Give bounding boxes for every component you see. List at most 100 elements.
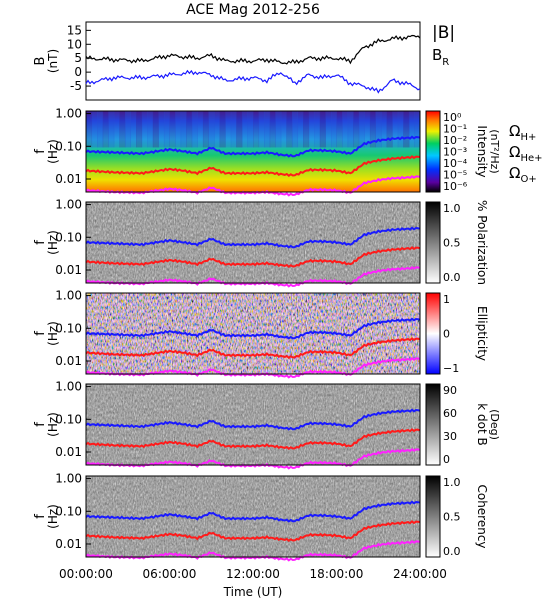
spectrogram-streak	[219, 111, 226, 148]
colorbar-tick-label: 10⁰	[443, 111, 462, 124]
spectrogram-streak	[91, 111, 98, 148]
colorbar-tick-label: 10⁻²	[443, 134, 467, 147]
gyro-line-he-plus	[85, 520, 421, 542]
spec-ytick-label: 1.00	[55, 472, 82, 486]
gyro-line-h-plus	[85, 135, 421, 158]
b-field-lines	[85, 34, 421, 94]
spec-ytick-label: 0.10	[55, 230, 82, 244]
spectrogram-streak	[124, 111, 132, 148]
spectrogram-streak	[225, 111, 232, 148]
spec-ytick-label: 0.10	[55, 139, 82, 153]
colorbar-label: Ellipticity	[475, 306, 489, 361]
spec-ytick-label: 0.01	[55, 354, 82, 368]
x-tick-label: 24:00:00	[393, 567, 447, 581]
spectrogram-streak	[247, 111, 254, 148]
colorbar-tick-label: 0.5	[443, 237, 461, 250]
spec-ytick-label: 0.10	[55, 321, 82, 335]
legend-o-plus-main: Ω	[509, 164, 520, 182]
colorbar-tick-label: 60	[443, 407, 457, 420]
b-ytick-label: 10	[67, 37, 82, 51]
colorbar-label: Intensity	[475, 125, 489, 177]
b-yunit: (nT)	[46, 49, 60, 73]
spec-yunit: (Hz)	[46, 412, 60, 437]
spectrogram-frame	[85, 201, 421, 284]
spec-ytick-label: 0.01	[55, 537, 82, 551]
spectrogram-streak	[297, 111, 304, 148]
x-tick-label: 18:00:00	[310, 567, 364, 581]
spectrogram-streak	[258, 111, 265, 148]
b-ytick-label: 0	[74, 65, 82, 79]
spectrogram-streak	[408, 111, 415, 148]
spectrogram-image	[86, 202, 420, 283]
colorbar-tick-label: 10⁻⁶	[443, 180, 468, 193]
spectrogram-streak	[403, 111, 410, 148]
spectrogram-streak	[280, 111, 287, 148]
spectrogram-panel-4: 1.00 0.10 0.01 f(Hz) 90 60 30 0 k dot B (Deg)	[33, 380, 501, 470]
colorbar-tick-label: 0.5	[443, 511, 461, 524]
colorbar-tick-label: 0	[443, 328, 450, 341]
legend-he-plus-main: Ω	[509, 143, 520, 161]
spectrogram-image	[86, 476, 420, 557]
x-axis-label: Time (UT)	[223, 585, 283, 599]
colorbar-tick-label: 0.0	[443, 271, 461, 284]
spectrogram-panels: 1.000.100.01f(Hz)10⁰10⁻¹10⁻²10⁻³10⁻⁴10⁻⁵…	[33, 107, 501, 562]
spectrogram-streak	[314, 111, 321, 148]
spectrogram-streak	[169, 111, 176, 148]
spectrogram-streak	[342, 111, 349, 148]
spec-ytick-label: 0.01	[55, 172, 82, 186]
spectrogram-streak	[86, 111, 93, 148]
colorbar-tick-label: 10⁻¹	[443, 123, 467, 136]
spectrogram-streak	[141, 111, 148, 148]
spec-ytick-label: 1.00	[55, 380, 82, 394]
colorbar-tick-label: 1.0	[443, 202, 461, 215]
spectrogram-streak	[208, 111, 215, 148]
b-r-line	[85, 69, 421, 94]
gyro-line-h-plus	[85, 408, 421, 431]
spectrogram-streak	[97, 111, 104, 148]
spectrogram-streak	[202, 111, 209, 148]
legend-o-plus: ΩO+	[509, 164, 537, 185]
spectrogram-streak	[291, 111, 299, 148]
spectrogram-streak	[230, 111, 237, 148]
x-tick-label: 12:00:00	[226, 567, 280, 581]
spectrogram-streak	[358, 111, 365, 148]
colorbar-tick-label: 10⁻⁵	[443, 169, 467, 182]
colorbar-label: Coherency	[475, 484, 489, 548]
spectrogram-streak	[214, 111, 221, 148]
colorbar	[425, 475, 441, 558]
spectrogram-streak	[319, 111, 326, 148]
figure-title: ACE Mag 2012-256	[186, 2, 320, 18]
gyro-legend: ΩH+ ΩHe+ ΩO+	[509, 122, 543, 185]
b-ytick-label: 15	[67, 23, 82, 37]
spectrogram-streak	[347, 111, 354, 148]
spectrogram-streak	[269, 111, 276, 148]
spectrogram-streak	[369, 111, 376, 148]
spectrogram-panel-3: 1.00 0.10 0.01 f(Hz) 1 0 −1 Ellipticity	[33, 289, 489, 379]
legend-b-total: |B|	[432, 23, 455, 43]
legend-he-plus-sub: He+	[520, 153, 542, 164]
spectrogram-streak	[113, 111, 120, 148]
gyro-line-he-plus	[85, 155, 421, 177]
gyro-line-h-plus	[85, 317, 421, 340]
spectrogram-streak	[136, 111, 143, 148]
spectrogram-streak	[375, 111, 382, 148]
spectrogram-streak	[364, 111, 371, 148]
spectrogram-streak	[175, 111, 182, 148]
spectrogram-streak	[336, 111, 343, 148]
spec-yunit: (Hz)	[46, 139, 60, 164]
colorbar-tick-label: 1	[443, 293, 450, 306]
spectrogram-streak	[197, 111, 204, 148]
colorbar-tick-label: 10⁻³	[443, 146, 467, 159]
x-axis: Time (UT) 00:00:00 06:00:00 12:00:00 18:00:…	[59, 567, 447, 599]
spectrogram-streak	[186, 111, 193, 148]
spec-ylabel: f	[33, 514, 48, 519]
spectrogram-streak	[353, 111, 360, 148]
b-ytick-label: -5	[70, 79, 82, 93]
colorbar-unit: (Deg)	[488, 409, 501, 440]
colorbar-unit: (nT²/Hz)	[488, 129, 501, 173]
spec-yunit: (Hz)	[46, 321, 60, 346]
spectrogram-streak	[308, 111, 315, 148]
spectrogram-streak	[386, 111, 393, 148]
